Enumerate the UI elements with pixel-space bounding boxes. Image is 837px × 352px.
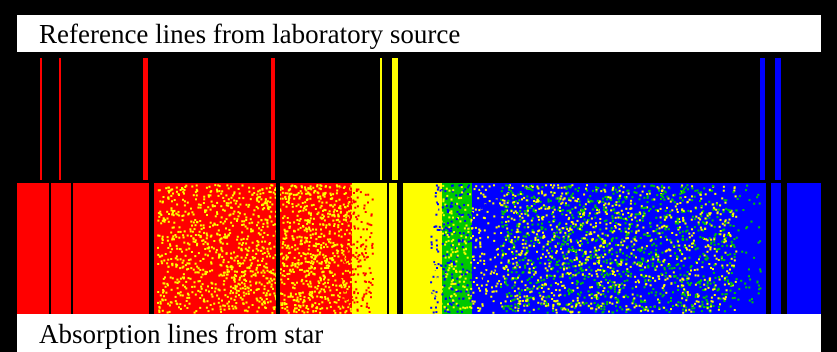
absorption-label-box: Absorption lines from star [17, 314, 821, 352]
reference-line-blue-2 [775, 58, 781, 180]
absorption-line-4 [276, 183, 280, 314]
reference-line-blue-1 [760, 58, 765, 180]
reference-label: Reference lines from laboratory source [39, 19, 461, 49]
reference-spectrum [17, 52, 821, 182]
spectrum-base [17, 183, 821, 314]
absorption-lines [49, 183, 787, 314]
reference-line-red-4 [271, 58, 275, 180]
absorption-line-5 [387, 183, 389, 314]
reference-line-red-2 [59, 58, 61, 180]
absorption-line-3 [149, 183, 154, 314]
stellar-spectrum [17, 183, 821, 314]
reference-line-red-1 [40, 58, 42, 180]
reference-line-yellow-1 [380, 58, 382, 180]
reference-line-red-3 [143, 58, 148, 180]
absorption-label: Absorption lines from star [39, 319, 324, 349]
absorption-line-6 [397, 183, 403, 314]
reference-label-box: Reference lines from laboratory source [17, 15, 821, 52]
absorption-line-2 [71, 183, 73, 314]
absorption-line-8 [781, 183, 787, 314]
absorption-line-1 [49, 183, 51, 314]
reference-line-yellow-2 [392, 58, 398, 180]
absorption-line-7 [766, 183, 771, 314]
reference-background [17, 52, 821, 182]
